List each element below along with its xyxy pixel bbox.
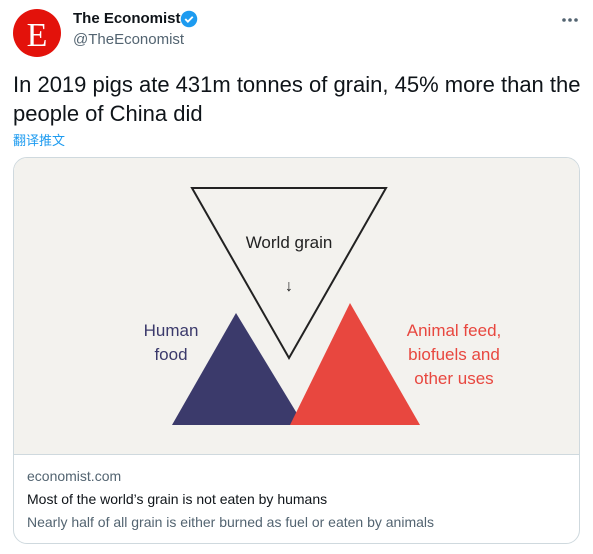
avatar[interactable]: E — [13, 9, 61, 57]
more-button[interactable] — [560, 10, 580, 30]
card-title: Most of the world’s grain is not eaten b… — [27, 491, 328, 507]
left-label: Human — [144, 321, 199, 340]
center-label: World grain — [246, 233, 333, 252]
verified-badge — [180, 10, 198, 28]
right-label: other uses — [414, 369, 493, 388]
author-handle[interactable]: @TheEconomist — [73, 31, 185, 48]
translate-link[interactable]: 翻译推文 — [13, 133, 66, 148]
card-description: Nearly half of all grain is either burne… — [27, 514, 434, 530]
right-label: biofuels and — [408, 345, 500, 364]
card-domain: economist.com — [27, 468, 122, 484]
tweet-text: In 2019 pigs ate 431m tonnes of grain, 4… — [13, 72, 581, 126]
right-label: Animal feed, — [407, 321, 502, 340]
left-triangle — [172, 313, 304, 425]
arrow: ↓ — [285, 278, 293, 295]
right-triangle — [290, 303, 420, 425]
left-label: food — [154, 345, 187, 364]
author-name[interactable]: The Economist — [73, 10, 181, 27]
card-image: World grain ↓ Human food Animal feed, bi… — [14, 158, 579, 455]
link-card[interactable]: World grain ↓ Human food Animal feed, bi… — [13, 157, 580, 544]
triangle-outline — [190, 187, 388, 361]
avatar-letter: E — [27, 17, 48, 54]
